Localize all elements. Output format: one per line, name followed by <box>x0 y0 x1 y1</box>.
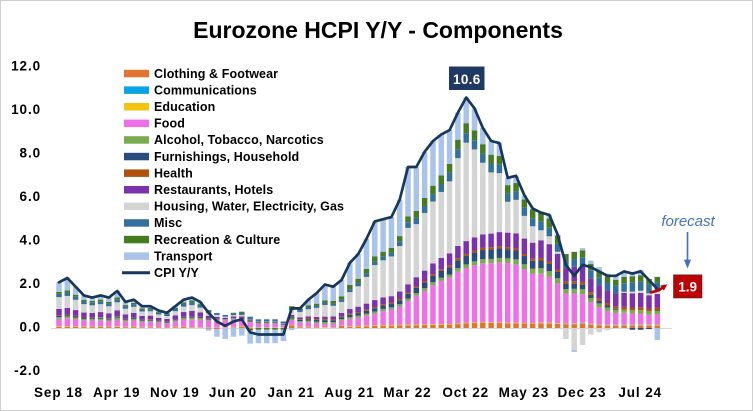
svg-text:12.0: 12.0 <box>11 59 41 74</box>
svg-text:Oct 22: Oct 22 <box>442 385 489 400</box>
svg-text:Aug 21: Aug 21 <box>324 385 374 400</box>
svg-text:Alcohol, Tobacco, Narcotics: Alcohol, Tobacco, Narcotics <box>154 133 324 147</box>
svg-text:2.0: 2.0 <box>20 276 41 291</box>
svg-text:10.0: 10.0 <box>11 102 41 117</box>
svg-text:-2.0: -2.0 <box>14 363 41 378</box>
svg-text:Health: Health <box>154 166 193 180</box>
svg-text:Nov 19: Nov 19 <box>150 385 200 400</box>
svg-text:Apr 19: Apr 19 <box>93 385 140 400</box>
svg-text:Sep 18: Sep 18 <box>34 385 83 400</box>
svg-text:4.0: 4.0 <box>20 233 41 248</box>
svg-text:forecast: forecast <box>661 213 715 230</box>
svg-text:Furnishings, Household: Furnishings, Household <box>154 150 299 164</box>
svg-text:Restaurants, Hotels: Restaurants, Hotels <box>154 183 273 197</box>
svg-text:CPI Y/Y: CPI Y/Y <box>154 266 199 280</box>
svg-text:Transport: Transport <box>154 249 213 263</box>
svg-text:1.9: 1.9 <box>678 280 697 295</box>
svg-text:Housing, Water, Electricity, G: Housing, Water, Electricity, Gas <box>154 200 344 214</box>
svg-text:Food: Food <box>154 117 185 131</box>
svg-text:Dec 23: Dec 23 <box>558 385 607 400</box>
svg-text:Recreation & Culture: Recreation & Culture <box>154 233 280 247</box>
svg-text:Jun 20: Jun 20 <box>209 385 257 400</box>
svg-text:Clothing & Footwear: Clothing & Footwear <box>154 67 278 81</box>
svg-text:8.0: 8.0 <box>20 146 41 161</box>
svg-text:Misc: Misc <box>154 216 182 230</box>
svg-text:May 23: May 23 <box>499 385 549 400</box>
svg-text:Eurozone HCPI Y/Y - Components: Eurozone HCPI Y/Y - Components <box>193 17 563 43</box>
svg-text:10.6: 10.6 <box>453 72 481 87</box>
svg-text:Jul 24: Jul 24 <box>618 385 662 400</box>
svg-text:Mar 22: Mar 22 <box>383 385 431 400</box>
svg-text:Jan 21: Jan 21 <box>267 385 314 400</box>
svg-text:Communications: Communications <box>154 83 257 97</box>
svg-text:Education: Education <box>154 100 215 114</box>
svg-text:6.0: 6.0 <box>20 189 41 204</box>
svg-text:0.0: 0.0 <box>20 320 41 335</box>
